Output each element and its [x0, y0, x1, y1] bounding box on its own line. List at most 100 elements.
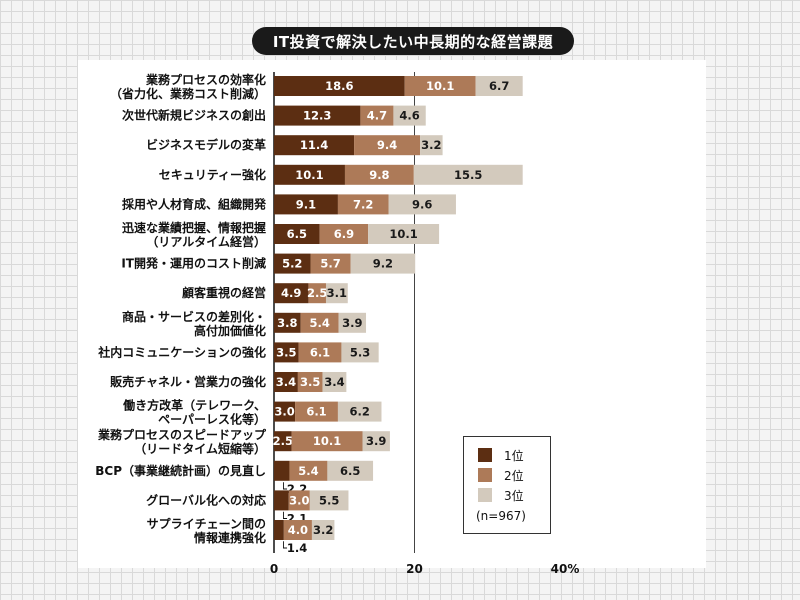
data-label: 10.1: [389, 227, 417, 241]
x-tick-label: 0: [270, 562, 278, 576]
category-label: BCP（事業継続計画）の見直し: [95, 463, 266, 478]
data-label: 4.9: [281, 286, 301, 300]
bar-segment: [289, 460, 328, 481]
bar-segment: [360, 105, 394, 126]
category-label: セキュリティー強化: [159, 167, 266, 182]
category-label: 商品・サービスの差別化・高付加価値化: [122, 309, 266, 338]
category-label-line: （リードタイム短縮等）: [134, 441, 266, 456]
bar-segment: [341, 342, 379, 363]
data-label: 3.1: [327, 286, 347, 300]
bar-segment: [311, 520, 335, 540]
data-label: 10.1: [426, 79, 454, 93]
data-label: 9.8: [369, 168, 389, 182]
data-label: 5.5: [319, 493, 339, 507]
bar-segment: [368, 224, 440, 244]
x-tick-label: 20: [406, 562, 423, 576]
legend-label-1: 1位: [504, 448, 524, 463]
bar-segment: [274, 431, 292, 452]
data-label: 3.5: [300, 375, 320, 389]
bar-segment: [274, 312, 301, 333]
bar-segment: [291, 431, 363, 452]
bar-segment: [274, 194, 338, 215]
category-label: グローバル化への対応: [146, 492, 266, 507]
bar-segment: [327, 460, 374, 481]
bar-segment: [413, 164, 523, 185]
bar-segment: [308, 283, 326, 304]
category-label: 業務プロセスのスピードアップ（リードタイム短縮等）: [97, 427, 267, 456]
bar-segment: [362, 431, 390, 452]
bar-segment: [274, 105, 361, 126]
x-tick-label: 40%: [551, 562, 580, 576]
data-label: 3.4: [324, 375, 344, 389]
data-label: 5.4: [298, 464, 318, 478]
bar-segment: [274, 164, 345, 185]
category-label: 業務プロセスの効率化（省力化、業務コスト削減）: [110, 72, 266, 101]
data-label: 3.2: [421, 138, 441, 152]
data-label: 3.0: [289, 493, 309, 507]
legend-label-3: 3位: [504, 488, 524, 503]
bar-segment: [274, 135, 355, 156]
data-label: 4.7: [367, 109, 387, 123]
data-label: 6.5: [340, 464, 360, 478]
data-label: 6.1: [310, 345, 330, 359]
bar-segment: [274, 253, 311, 274]
data-label: 6.7: [489, 79, 509, 93]
data-label: 3.4: [276, 375, 296, 389]
data-label: 9.4: [377, 138, 397, 152]
bar-segment: [274, 401, 296, 422]
category-label: 迅速な業績把握、情報把握（リアルタイム経営）: [122, 220, 266, 249]
bar-segment: [298, 342, 342, 363]
data-label: 6.5: [287, 227, 307, 241]
category-label: 採用や人材育成、組織開発: [122, 196, 267, 211]
data-label: 4.6: [399, 109, 419, 123]
data-label: 10.1: [313, 434, 341, 448]
data-label: 6.2: [350, 405, 370, 419]
data-label: 4.0: [288, 523, 308, 537]
data-label: 3.9: [366, 434, 386, 448]
bar-segment: [322, 372, 347, 392]
bar-segment: [288, 490, 310, 511]
data-label: 5.4: [309, 316, 329, 330]
category-label: 顧客重視の経営: [182, 285, 266, 300]
bar-segment: [319, 224, 369, 244]
chart-title: IT投資で解決したい中長期的な経営課題: [252, 27, 574, 55]
bar-segment: [297, 372, 323, 392]
bar-segment: [338, 312, 367, 333]
data-label: 6.1: [306, 405, 326, 419]
data-label: 2.5: [307, 286, 327, 300]
bar-segment: [283, 520, 312, 540]
bar-segment: [325, 283, 348, 304]
category-label-line: 働き方改革（テレワーク、: [122, 398, 266, 413]
bar-segment: [274, 76, 405, 96]
bar-segment: [388, 194, 456, 215]
data-label: └1.4: [280, 541, 307, 555]
category-label-line: 迅速な業績把握、情報把握: [122, 220, 266, 235]
bar-segment: [300, 312, 339, 333]
bar-segment: [274, 224, 320, 244]
data-label: 9.6: [412, 197, 432, 211]
category-label: 働き方改革（テレワーク、ペーパーレス化等）: [122, 398, 266, 427]
bar-segment: [274, 460, 290, 481]
data-label: 6.9: [334, 227, 354, 241]
bar-segment: [337, 401, 382, 422]
category-label-line: 業務プロセスの効率化: [145, 72, 266, 87]
legend-swatch-3: [478, 488, 492, 502]
bar-segment: [420, 135, 443, 156]
bar-segment: [350, 253, 416, 274]
bar-segment: [393, 105, 426, 126]
category-label-line: （リアルタイム経営）: [146, 234, 266, 249]
data-label: 3.9: [342, 316, 362, 330]
legend-swatch-1: [478, 448, 492, 462]
data-label: 15.5: [454, 168, 482, 182]
category-label: 次世代新規ビジネスの創出: [122, 108, 266, 123]
category-label-line: 業務プロセスのスピードアップ: [97, 427, 267, 442]
bar-segment: [475, 76, 523, 96]
data-label: 3.0: [274, 405, 294, 419]
category-label-line: サプライチェーン間の: [147, 516, 266, 531]
data-label: 9.1: [296, 197, 316, 211]
bar-segment: [404, 76, 476, 96]
category-label-line: 商品・サービスの差別化・: [122, 309, 266, 324]
data-label: 3.2: [313, 523, 333, 537]
data-label: 9.2: [373, 257, 393, 271]
